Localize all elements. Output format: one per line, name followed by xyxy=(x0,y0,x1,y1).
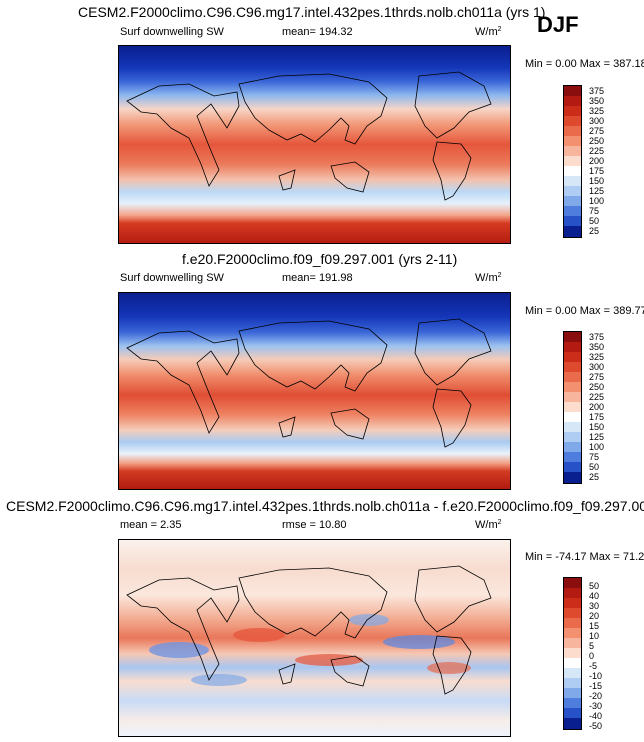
panel1-mean: mean= 194.32 xyxy=(282,27,353,38)
panel2-min-label: Min = xyxy=(525,305,553,317)
season-label: DJF xyxy=(537,12,579,37)
panel2-variable: Surf downwelling SW xyxy=(120,272,224,284)
units-label: W/m xyxy=(475,272,498,284)
units-exponent: 2 xyxy=(497,519,502,526)
panel1-colorbar-tick: 50 xyxy=(589,216,600,226)
panel3-rmse: rmse = 10.80 xyxy=(282,520,347,531)
panel3-colorbar-tick: 5 xyxy=(589,641,595,651)
panel1-colorbar-tick: 325 xyxy=(589,106,605,116)
panel3-max-label: Max = xyxy=(589,551,620,563)
panel2-colorbar-tick: 300 xyxy=(589,362,605,372)
panel2-colorbar-tick: 50 xyxy=(589,462,600,472)
panel2-title: f.e20.F2000climo.f09_f09.297.001 (yrs 2-… xyxy=(182,251,458,267)
panel3-colorbar-tick: 10 xyxy=(589,631,600,641)
panel3-min-value: -74.17 xyxy=(555,551,587,563)
panel3-rmse-label: rmse = xyxy=(282,519,316,531)
panel1-colorbar-tick: 200 xyxy=(589,156,605,166)
panel2-max-value: 389.77 xyxy=(613,305,644,317)
panel1-colorbar xyxy=(563,85,582,238)
panel3-units: W/m2 xyxy=(475,519,502,531)
panel3-coastlines xyxy=(126,565,492,695)
panel3-max-value: 71.26 xyxy=(622,551,644,563)
panel2-colorbar-tick: 225 xyxy=(589,392,605,402)
panel2-colorbar-tick: 350 xyxy=(589,342,605,352)
panel2-colorbar-tick: 325 xyxy=(589,352,605,362)
panel2-colorbar-tick: 275 xyxy=(589,372,605,382)
panel1-colorbar-tick: 250 xyxy=(589,136,605,146)
panel3-colorbar-tick: -15 xyxy=(589,681,603,691)
panel2-mean-value: 191.98 xyxy=(319,272,353,284)
panel3-minmax: Min = -74.17 Max = 71.26 xyxy=(525,552,644,563)
units-exponent: 2 xyxy=(497,272,502,279)
panel2-units: W/m2 xyxy=(475,272,502,284)
panel2-colorbar-tick: 250 xyxy=(589,382,605,392)
panel3-rmse-value: 10.80 xyxy=(319,519,347,531)
units-label: W/m xyxy=(475,26,498,38)
panel2-colorbar-tick: 100 xyxy=(589,442,605,452)
units-label: W/m xyxy=(475,519,498,531)
panel2-colorbar-tick: 175 xyxy=(589,412,605,422)
panel3-colorbar-tick: 50 xyxy=(589,581,600,591)
panel3-mean-label: mean = xyxy=(120,519,157,531)
panel3-colorbar-tick: -50 xyxy=(589,721,603,731)
panel3-colorbar xyxy=(563,577,582,730)
panel3-colorbar-tick: -5 xyxy=(589,661,598,671)
units-exponent: 2 xyxy=(497,26,502,33)
panel3-map xyxy=(118,539,511,737)
panel1-colorbar-tick: 225 xyxy=(589,146,605,156)
panel2-map xyxy=(118,292,511,490)
panel3-colorbar-tick: 15 xyxy=(589,621,600,631)
panel2-coastlines xyxy=(126,318,492,448)
panel1-units: W/m2 xyxy=(475,26,502,38)
panel3-anomaly-patches xyxy=(149,614,471,686)
panel1-max-value: 387.18 xyxy=(613,58,644,70)
panel2-colorbar-tick: 200 xyxy=(589,402,605,412)
panel2-colorbar-tick: 75 xyxy=(589,452,600,462)
panel2-minmax: Min = 0.00 Max = 389.77 xyxy=(525,306,644,317)
panel3-min-label: Min = xyxy=(525,551,553,563)
panel3-colorbar-tick: 40 xyxy=(589,591,600,601)
panel3-colorbar-tick: -30 xyxy=(589,701,603,711)
panel1-coastlines xyxy=(126,71,492,201)
panel1-min-label: Min = xyxy=(525,58,553,70)
panel2-mean-label: mean= xyxy=(282,272,316,284)
panel2-colorbar-tick: 150 xyxy=(589,422,605,432)
panel2-colorbar-tick: 125 xyxy=(589,432,605,442)
panel2-max-label: Max = xyxy=(579,305,611,317)
panel1-colorbar-tick: 175 xyxy=(589,166,605,176)
panel3-mean-value: 2.35 xyxy=(160,519,182,531)
panel3-colorbar-tick: -20 xyxy=(589,691,603,701)
panel2-colorbar xyxy=(563,331,582,484)
panel3-title: CESM2.F2000climo.C96.C96.mg17.intel.432p… xyxy=(6,498,644,514)
panel1-colorbar-tick: 275 xyxy=(589,126,605,136)
panel3-colorbar-tick: 20 xyxy=(589,611,600,621)
panel1-title: CESM2.F2000climo.C96.C96.mg17.intel.432p… xyxy=(78,4,546,20)
panel1-mean-label: mean= xyxy=(282,26,316,38)
panel2-colorbar-tick: 25 xyxy=(589,472,600,482)
panel1-colorbar-tick: 25 xyxy=(589,226,600,236)
panel1-colorbar-tick: 125 xyxy=(589,186,605,196)
panel1-minmax: Min = 0.00 Max = 387.18 xyxy=(525,59,644,70)
panel3-colorbar-tick: -10 xyxy=(589,671,603,681)
panel3-colorbar-tick: 0 xyxy=(589,651,595,661)
panel2-colorbar-tick: 375 xyxy=(589,332,605,342)
panel3-colorbar-tick: 30 xyxy=(589,601,600,611)
panel1-map xyxy=(118,45,511,244)
panel2-mean: mean= 191.98 xyxy=(282,273,353,284)
panel1-colorbar-tick: 75 xyxy=(589,206,600,216)
panel1-colorbar-tick: 300 xyxy=(589,116,605,126)
panel1-colorbar-tick: 375 xyxy=(589,86,605,96)
panel3-mean: mean = 2.35 xyxy=(120,520,181,531)
panel1-colorbar-tick: 100 xyxy=(589,196,605,206)
panel2-min-value: 0.00 xyxy=(555,305,577,317)
panel1-mean-value: 194.32 xyxy=(319,26,353,38)
panel1-max-label: Max = xyxy=(579,58,611,70)
panel1-min-value: 0.00 xyxy=(555,58,577,70)
panel3-colorbar-tick: -40 xyxy=(589,711,603,721)
panel1-variable: Surf downwelling SW xyxy=(120,26,224,38)
panel1-colorbar-tick: 150 xyxy=(589,176,605,186)
panel1-colorbar-tick: 350 xyxy=(589,96,605,106)
